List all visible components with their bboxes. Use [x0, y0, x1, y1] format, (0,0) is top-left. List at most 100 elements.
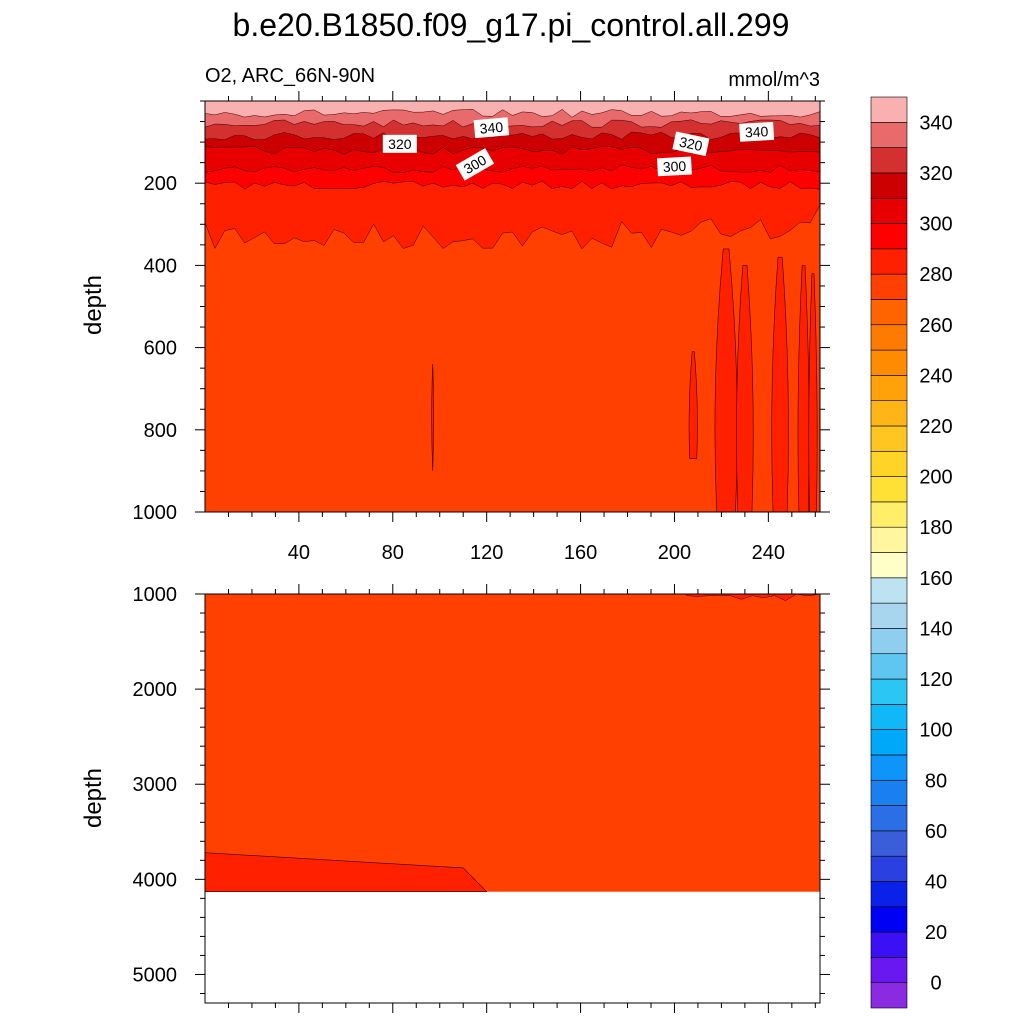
colorbar-label: 260	[919, 315, 952, 337]
colorbar-label: 40	[925, 871, 947, 893]
colorbar-label: 160	[919, 568, 952, 590]
contour-label: 340	[739, 121, 775, 142]
colorbar-label: 200	[919, 467, 952, 489]
colorbar-label: 340	[919, 112, 952, 134]
colorbar-swatch	[870, 400, 908, 427]
colorbar-swatch	[870, 172, 908, 199]
contour-label: 320	[672, 131, 710, 157]
colorbar-swatch	[870, 754, 908, 781]
contour-band	[685, 593, 821, 601]
contour-label-box	[739, 121, 775, 142]
x-tick-label: 120	[470, 542, 503, 564]
lower-frame	[204, 593, 821, 1004]
colorbar-swatch	[870, 628, 908, 655]
contour-label-box	[382, 134, 417, 153]
colorbar-label: 100	[919, 720, 952, 742]
colorbar-label: 220	[919, 416, 952, 438]
colorbar-swatch	[870, 830, 908, 857]
colorbar-swatch	[870, 349, 908, 376]
y-tick-label: 3000	[133, 774, 178, 796]
colorbar-label: 180	[919, 517, 952, 539]
colorbar-swatch	[870, 375, 908, 401]
contour-label-box	[455, 148, 495, 181]
y-tick-label: 400	[144, 255, 177, 277]
y-tick-label: 800	[144, 420, 177, 442]
colorbar-swatch	[870, 96, 908, 123]
chart-title: b.e20.B1850.f09_g17.pi_control.all.299	[233, 7, 790, 43]
contour-label-box	[672, 131, 710, 157]
colorbar-swatch	[870, 577, 908, 604]
contour-plume	[431, 364, 434, 471]
colorbar-swatch	[870, 982, 908, 1009]
contour-label-box	[657, 156, 692, 177]
colorbar-swatch	[870, 273, 908, 300]
colorbar-label: 280	[919, 264, 952, 286]
colorbar-swatch	[870, 425, 908, 452]
colorbar-swatch	[870, 299, 908, 326]
colorbar-swatch	[870, 223, 908, 250]
upper-y-axis-label: depth	[80, 275, 107, 335]
y-tick-label: 1000	[133, 584, 178, 606]
colorbar-label: 20	[925, 922, 947, 944]
x-tick-label: 80	[382, 542, 404, 564]
contour-plume	[688, 351, 698, 459]
contour-label-text: 340	[479, 119, 504, 137]
colorbar-swatch	[870, 122, 908, 148]
colorbar-swatch	[870, 476, 908, 503]
contour-label-box	[473, 117, 510, 139]
contour-label-text: 300	[662, 158, 686, 175]
y-tick-label: 5000	[133, 964, 178, 986]
units-subtitle: mmol/m^3	[728, 69, 820, 91]
colorbar-swatch	[870, 526, 908, 553]
left-subtitle: O2, ARC_66N-90N	[205, 65, 375, 87]
colorbar-label: 240	[919, 365, 952, 387]
colorbar-swatch	[870, 147, 908, 174]
colorbar-swatch	[870, 855, 908, 882]
colorbar-swatch	[870, 197, 908, 224]
contour-label: 300	[657, 156, 692, 177]
colorbar-swatch	[870, 324, 908, 351]
colorbar-swatch	[870, 931, 908, 958]
colorbar-label: 60	[925, 821, 947, 843]
contour-label: 320	[382, 134, 417, 153]
colorbar-label: 80	[925, 770, 947, 792]
contour-label-text: 320	[388, 136, 412, 152]
y-tick-label: 1000	[133, 502, 178, 524]
x-tick-label: 240	[752, 542, 785, 564]
colorbar-swatch	[870, 450, 908, 477]
colorbar-swatch	[870, 501, 908, 528]
y-tick-label: 4000	[133, 869, 178, 891]
colorbar-swatch	[870, 881, 908, 908]
contour-label: 340	[473, 117, 510, 139]
colorbar-swatch	[870, 602, 908, 629]
colorbar-swatch	[870, 653, 908, 680]
colorbar-label: 140	[919, 618, 952, 640]
contour-band	[204, 100, 821, 118]
y-tick-label: 200	[144, 173, 177, 195]
contour-label-text: 340	[745, 123, 769, 140]
x-tick-label: 200	[658, 542, 691, 564]
colorbar-label: 120	[919, 669, 952, 691]
contour-label-text: 320	[678, 134, 704, 155]
colorbar-swatch	[870, 678, 908, 705]
colorbar-swatch	[870, 248, 908, 275]
x-axis: 40 80 120 160 200 240	[227, 91, 816, 1013]
background-fill	[205, 594, 820, 892]
colorbar-swatch	[870, 729, 908, 756]
lower-depth-panel: 1000 2000 3000 4000 5000	[133, 584, 830, 1004]
y-tick-label: 600	[144, 338, 177, 360]
x-tick-label: 40	[288, 542, 310, 564]
colorbar-label: 0	[930, 973, 941, 995]
colorbar-label: 300	[919, 214, 952, 236]
colorbar-swatch	[870, 704, 908, 730]
colorbar-swatch	[870, 805, 908, 832]
colorbar-swatch	[870, 779, 908, 806]
colorbar-swatch	[870, 906, 908, 933]
colorbar-label: 320	[919, 163, 952, 185]
colorbar: 0 20 40 60 80 100 120 140 160 180 200 220 240 260 280 3…	[870, 96, 953, 1009]
colorbar-swatch	[870, 957, 908, 983]
x-tick-label: 160	[564, 542, 597, 564]
lower-y-axis-label: depth	[80, 768, 107, 828]
